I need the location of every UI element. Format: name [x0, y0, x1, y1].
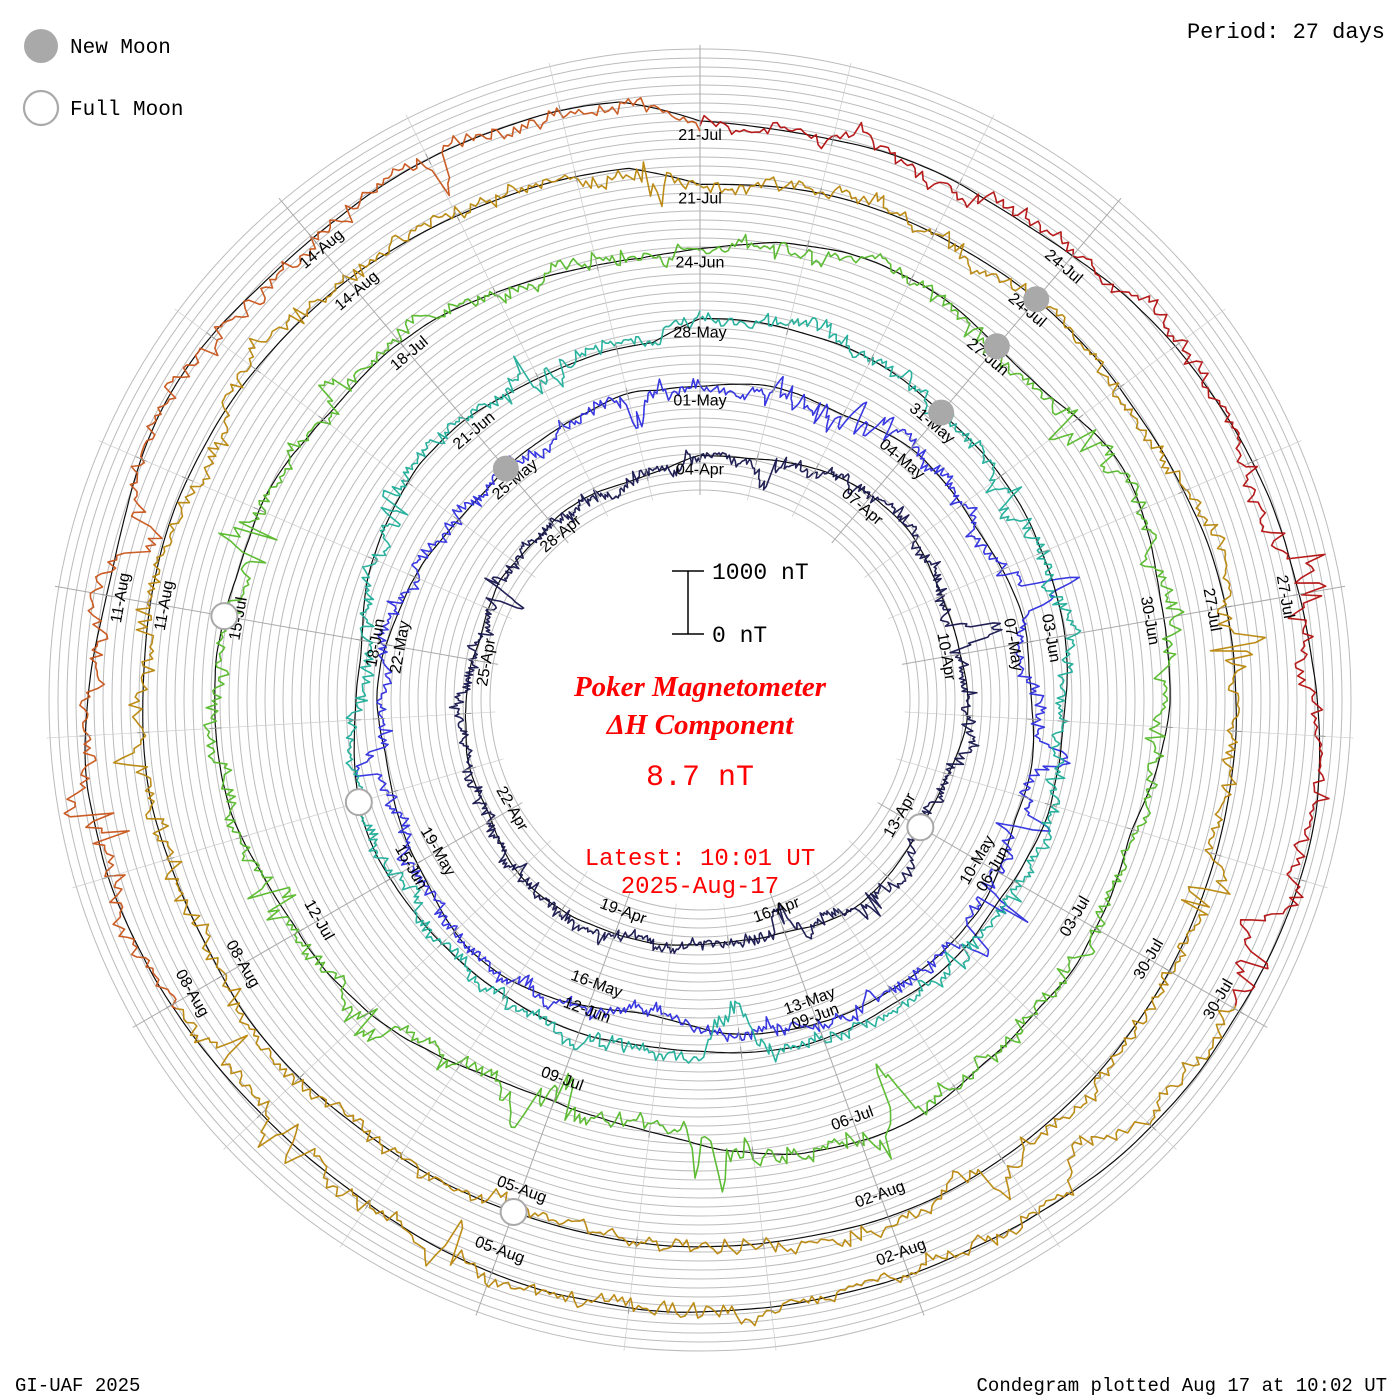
svg-text:21-Jul: 21-Jul: [678, 127, 722, 144]
svg-text:Condegram plotted Aug 17 at 10: Condegram plotted Aug 17 at 10:02 UT: [977, 1375, 1387, 1397]
svg-text:21-Jul: 21-Jul: [678, 190, 722, 207]
svg-text:27-Jul: 27-Jul: [1273, 574, 1297, 620]
svg-text:11-Aug: 11-Aug: [152, 579, 177, 632]
svg-text:22-May: 22-May: [387, 619, 413, 675]
svg-text:GI-UAF 2025: GI-UAF 2025: [15, 1375, 140, 1397]
svg-text:2025-Aug-17: 2025-Aug-17: [621, 874, 779, 901]
svg-text:ΔH Component: ΔH Component: [606, 709, 795, 741]
svg-text:12-Jul: 12-Jul: [300, 897, 337, 943]
svg-text:15-Jun: 15-Jun: [391, 842, 430, 893]
svg-text:Period: 27 days: Period: 27 days: [1187, 20, 1385, 45]
svg-text:1000 nT: 1000 nT: [712, 560, 809, 586]
svg-text:08-Aug: 08-Aug: [172, 967, 213, 1020]
svg-text:30-Jun: 30-Jun: [1137, 595, 1162, 646]
svg-text:02-Aug: 02-Aug: [853, 1178, 907, 1212]
svg-text:Poker Magnetometer: Poker Magnetometer: [573, 671, 827, 703]
svg-text:12-Jun: 12-Jun: [561, 994, 613, 1027]
svg-text:28-May: 28-May: [673, 325, 726, 342]
svg-text:0 nT: 0 nT: [712, 623, 767, 649]
svg-text:27-Jul: 27-Jul: [1200, 587, 1224, 633]
svg-text:10-Apr: 10-Apr: [933, 632, 958, 683]
svg-text:Full Moon: Full Moon: [70, 99, 183, 122]
svg-text:01-May: 01-May: [673, 392, 726, 409]
svg-text:14-Aug: 14-Aug: [332, 268, 382, 314]
svg-text:Latest: 10:01 UT: Latest: 10:01 UT: [585, 846, 815, 873]
svg-text:22-Apr: 22-Apr: [492, 784, 531, 835]
svg-text:8.7 nT: 8.7 nT: [646, 761, 754, 795]
svg-text:New Moon: New Moon: [70, 37, 171, 60]
svg-text:14-Aug: 14-Aug: [297, 226, 347, 272]
svg-text:04-Apr: 04-Apr: [676, 461, 725, 478]
svg-text:09-Jul: 09-Jul: [539, 1064, 586, 1095]
svg-text:24-Jul: 24-Jul: [1041, 246, 1085, 287]
svg-text:24-Jun: 24-Jun: [676, 255, 725, 272]
